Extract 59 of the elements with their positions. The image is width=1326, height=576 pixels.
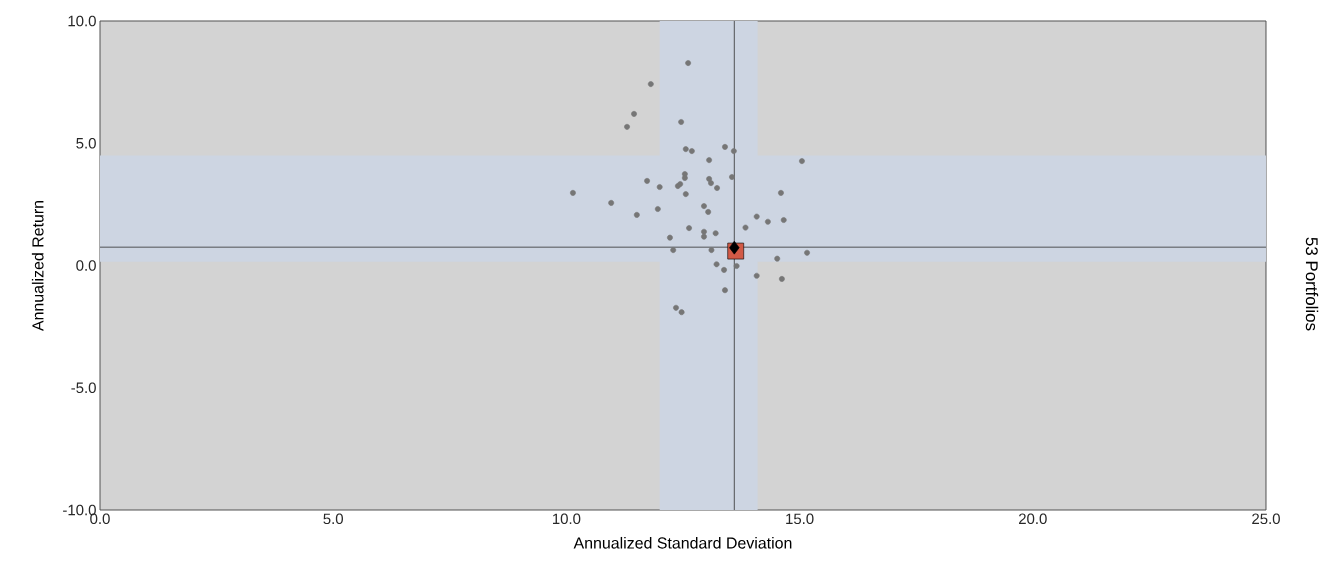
y-tick-label: -5.0 [71, 382, 96, 394]
point [647, 81, 654, 87]
point [654, 206, 661, 212]
point [682, 191, 689, 197]
point [701, 233, 707, 240]
point [729, 240, 740, 255]
point [706, 157, 713, 164]
x-axis-title: Annualized Standard Deviation [573, 536, 792, 549]
point [742, 224, 749, 231]
x-tick-label: 25.0 [1252, 513, 1280, 525]
point [774, 255, 781, 262]
point [722, 144, 728, 150]
point [678, 309, 685, 316]
point [730, 148, 737, 154]
point [685, 60, 692, 66]
y2-axis-title: 53 Portfolios [1305, 237, 1319, 331]
point [778, 189, 784, 196]
point [722, 287, 728, 294]
y-tick-label: 0.0 [76, 260, 96, 271]
point [714, 185, 720, 191]
point [764, 218, 771, 225]
point [570, 189, 576, 196]
point [712, 230, 719, 237]
point [708, 180, 714, 186]
point [705, 209, 712, 215]
point [608, 200, 615, 206]
point [681, 175, 688, 181]
point [631, 111, 637, 117]
point [713, 261, 720, 268]
point [780, 217, 787, 223]
point [667, 234, 673, 241]
point [682, 146, 689, 153]
point [686, 225, 692, 231]
point [753, 272, 760, 279]
x-tick-label: 15.0 [786, 513, 814, 525]
y-tick-label: 5.0 [76, 137, 96, 149]
y-tick-label: 10.0 [68, 15, 96, 27]
x-tick-label: 10.0 [552, 513, 581, 525]
point [673, 304, 679, 311]
point [708, 247, 715, 253]
point [733, 263, 740, 269]
point [778, 276, 785, 282]
point [701, 228, 707, 235]
point [701, 203, 707, 209]
point [644, 178, 650, 184]
point [670, 247, 677, 253]
point [721, 267, 727, 273]
y-axis-title: Annualized Return [31, 201, 44, 332]
point [633, 211, 640, 218]
point [799, 158, 805, 164]
x-tick-label: 20.0 [1019, 513, 1047, 525]
point [678, 119, 685, 125]
x-tick-label: 5.0 [323, 513, 343, 525]
point [624, 123, 630, 130]
point [804, 249, 810, 256]
point [729, 174, 735, 180]
point [688, 148, 695, 154]
point [656, 184, 663, 190]
point [753, 213, 760, 220]
